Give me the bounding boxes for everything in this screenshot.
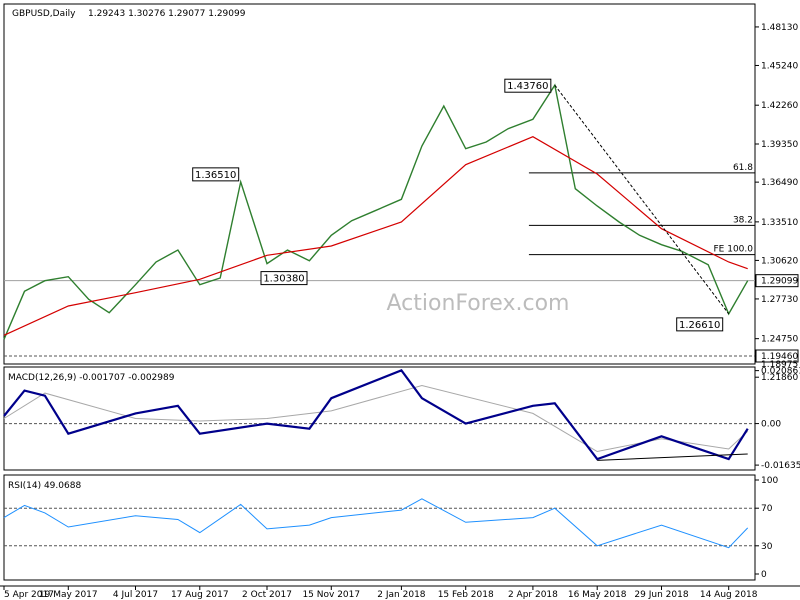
rsi-ytick-label-2: 30 [761,542,773,552]
xtick-label-1: 19 May 2017 [39,590,98,600]
chart-symbol: GBPUSD,Daily [12,9,76,19]
price-ytick-label-7: 1.27730 [761,295,798,305]
fib-levels: 61.8 38.2 FE 100.0 [528,163,755,256]
watermark: ActionForex.com [387,291,570,316]
series [3,83,749,549]
macd-ytick-label-0: 0.020861 [761,367,800,377]
annotation-label-1: 1.30380 [263,274,304,285]
rsi-title: RSI(14) 49.0688 [8,481,81,491]
price-panel-frame [3,3,756,365]
macd-ytick-label-2: -0.016357 [761,461,800,471]
price-ytick-label-0: 1.48130 [761,23,798,33]
support-label: 1.19460 [761,352,798,362]
last-price-tag [755,274,799,288]
macd-divergence-line [597,453,748,461]
annotation-box-2 [504,78,552,93]
trend-line [554,84,730,315]
xtick-label-0: 5 Apr 2017 [4,590,54,600]
xtick-label-7: 15 Feb 2018 [438,590,494,600]
annotation-label-2: 1.43760 [507,81,548,92]
y-axes: 1.48130 1.45240 1.42260 1.39350 1.36490 1.335… [755,23,800,580]
fib-label-0: 61.8 [733,163,753,173]
ema-line [3,136,748,336]
xtick-label-11: 14 Aug 2018 [700,590,758,600]
xtick-label-3: 17 Aug 2017 [171,590,229,600]
price-ytick-label-1: 1.45240 [761,61,798,71]
price-ytick-label-9: 1.21860 [761,373,798,383]
rsi-ytick-label-3: 0 [761,570,767,580]
support-tag [755,349,799,363]
price-ytick-label-2: 1.42260 [761,101,798,111]
macd-title: MACD(12,26,9) -0.001707 -0.002989 [8,373,175,383]
annotation-box-0 [192,167,240,182]
macd-ytick-label-1: 0.00 [761,420,781,430]
rsi-ytick-label-0: 100 [761,476,778,486]
fib-label-2: FE 100.0 [714,245,754,255]
annotation-box-3 [676,317,724,332]
xtick-label-8: 2 Apr 2018 [508,590,558,600]
xtick-label-9: 16 May 2018 [568,590,627,600]
annotation-label-3: 1.26610 [679,320,720,331]
xtick-label-6: 2 Jan 2018 [377,590,425,600]
price-ytick-label-3: 1.39350 [761,140,798,150]
grids [4,280,755,547]
rsi-ytick-label-1: 70 [761,504,773,514]
last-price-label: 1.29099 [761,277,798,287]
price-ytick-label-8: 1.24750 [761,335,798,345]
fib-label-1: 38.2 [733,215,753,225]
macd-line [3,368,749,461]
xtick-label-10: 29 Jun 2018 [634,590,688,600]
annotation-box-1 [260,271,308,286]
xtick-label-2: 4 Jul 2017 [113,590,158,600]
annotations: 1.36510 1.30380 1.43760 1.26610 [192,78,724,332]
annotation-label-0: 1.36510 [195,170,236,181]
chart-ohlc: 1.29243 1.30276 1.29077 1.29099 [88,9,246,19]
price-ytick-label-4: 1.36490 [761,178,798,188]
extra-tick-label: 1.18975 [761,360,798,370]
xtick-label-4: 2 Oct 2017 [242,590,292,600]
rsi-panel-frame [3,474,756,581]
xtick-label-5: 15 Nov 2017 [302,590,360,600]
rsi-line [3,498,749,549]
price-ytick-label-6: 1.30620 [761,256,798,266]
price-ytick-label-5: 1.33510 [761,218,798,228]
